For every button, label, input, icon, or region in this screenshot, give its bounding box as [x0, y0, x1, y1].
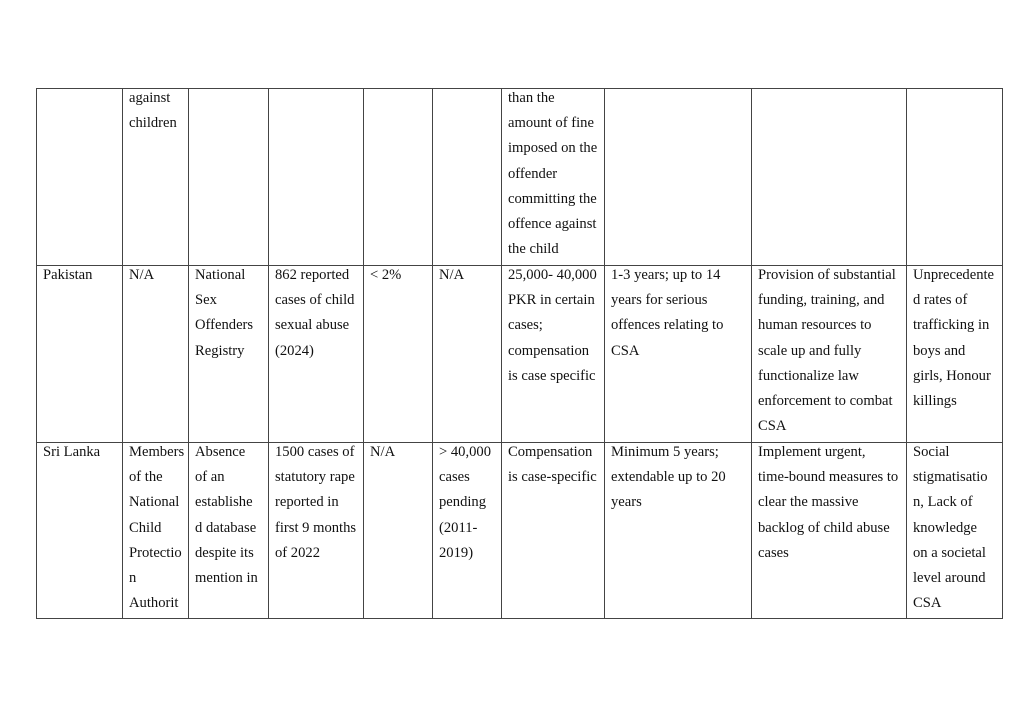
cell-text: N/A [439, 267, 465, 283]
cell-text: against children [129, 90, 177, 132]
cell-text: Unprecedente d rates of trafficking in b… [913, 267, 995, 410]
table-cell-other-issues [906, 88, 1003, 266]
table-cell-col-3: Absence of an establishe d database desp… [188, 442, 269, 619]
table-cell-col-2: against children [122, 88, 189, 266]
table-cell-recommendation [751, 88, 907, 266]
cell-text: < 2% [370, 267, 402, 283]
table-cell-other-issues: Unprecedente d rates of trafficking in b… [906, 265, 1003, 443]
cell-text: Pakistan [43, 267, 93, 283]
table-cell-col-6: N/A [432, 265, 502, 443]
country-comparison-table: against children than the amount of fine … [36, 88, 1003, 619]
cell-text: N/A [129, 267, 155, 283]
table-cell-sentence [604, 88, 752, 266]
cell-text: 1500 cases of statutory rape reported in… [275, 444, 357, 561]
table-cell-compensation: 25,000- 40,000 PKR in certain cases; com… [501, 265, 605, 443]
table-cell-col-5: N/A [363, 442, 433, 619]
cell-text: Absence of an establishe d database desp… [195, 444, 258, 587]
cell-text: Social stigmatisatio n, Lack of knowledg… [913, 444, 988, 612]
table-cell-compensation: than the amount of fine imposed on the o… [501, 88, 605, 266]
cell-text: Sri Lanka [43, 444, 101, 460]
cell-text: National Sex Offenders Registry [195, 267, 254, 359]
cell-text: Members of the National Child Protectio … [129, 444, 185, 612]
table-cell-col-2: N/A [122, 265, 189, 443]
table-cell-col-6: > 40,000 cases pending (2011- 2019) [432, 442, 502, 619]
cell-text: Implement urgent, time-bound measures to… [758, 444, 899, 561]
table-cell-col-2: Members of the National Child Protectio … [122, 442, 189, 619]
cell-text: > 40,000 cases pending (2011- 2019) [439, 444, 492, 561]
table-cell-other-issues: Social stigmatisatio n, Lack of knowledg… [906, 442, 1003, 619]
table-row: against children than the amount of fine … [36, 88, 1003, 266]
cell-text: Minimum 5 years; extendable up to 20 yea… [611, 444, 726, 511]
table-row: Pakistan N/A National Sex Offenders Regist… [36, 265, 1003, 443]
cell-text: than the amount of fine imposed on the o… [508, 90, 598, 258]
cell-text: 1-3 years; up to 14 years for serious of… [611, 267, 724, 359]
table-cell-sentence: Minimum 5 years; extendable up to 20 yea… [604, 442, 752, 619]
table-cell-country: Pakistan [36, 265, 123, 443]
cell-text: 25,000- 40,000 PKR in certain cases; com… [508, 267, 597, 384]
cell-text: Provision of substantial funding, traini… [758, 267, 896, 435]
cell-text: N/A [370, 444, 396, 460]
table-cell-col-6 [432, 88, 502, 266]
table-cell-country: Sri Lanka [36, 442, 123, 619]
table-cell-sentence: 1-3 years; up to 14 years for serious of… [604, 265, 752, 443]
table-cell-col-3: National Sex Offenders Registry [188, 265, 269, 443]
table-cell-col-4: 1500 cases of statutory rape reported in… [268, 442, 364, 619]
table-cell-recommendation: Implement urgent, time-bound measures to… [751, 442, 907, 619]
cell-text: Compensation is case-specific [508, 444, 597, 486]
cell-text: 862 reported cases of child sexual abuse… [275, 267, 355, 359]
table-cell-col-4: 862 reported cases of child sexual abuse… [268, 265, 364, 443]
table-cell-col-5 [363, 88, 433, 266]
table-cell-country [36, 88, 123, 266]
table-row: Sri Lanka Members of the National Child P… [36, 442, 1003, 619]
table-cell-col-4 [268, 88, 364, 266]
table-cell-col-3 [188, 88, 269, 266]
table-cell-col-5: < 2% [363, 265, 433, 443]
table-cell-compensation: Compensation is case-specific [501, 442, 605, 619]
table-cell-recommendation: Provision of substantial funding, traini… [751, 265, 907, 443]
